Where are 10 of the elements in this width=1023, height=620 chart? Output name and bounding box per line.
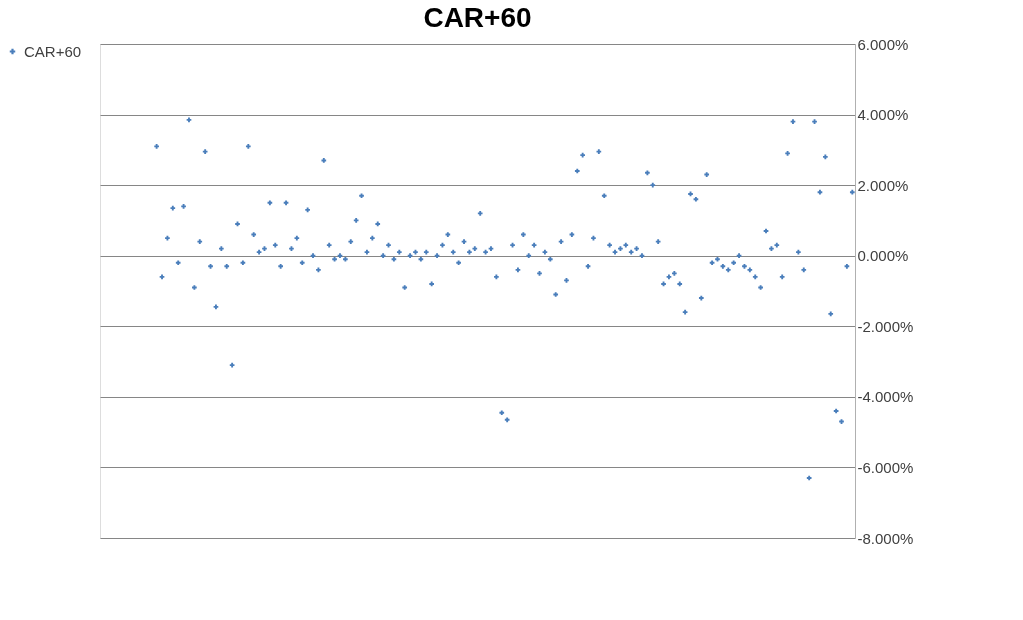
y-tick-label: -8.000% (857, 529, 914, 547)
chart-title: CAR+60 (423, 2, 532, 33)
y-tick-label: 0.000% (857, 247, 909, 265)
y-tick-label: -2.000% (857, 317, 914, 335)
y-tick-label: 4.000% (857, 106, 909, 124)
legend-label: CAR+60 (24, 42, 82, 60)
y-tick-label: -4.000% (857, 388, 914, 406)
y-tick-label: 6.000% (857, 35, 909, 53)
y-tick-label: 2.000% (857, 176, 909, 194)
y-tick-label: -6.000% (857, 458, 914, 476)
